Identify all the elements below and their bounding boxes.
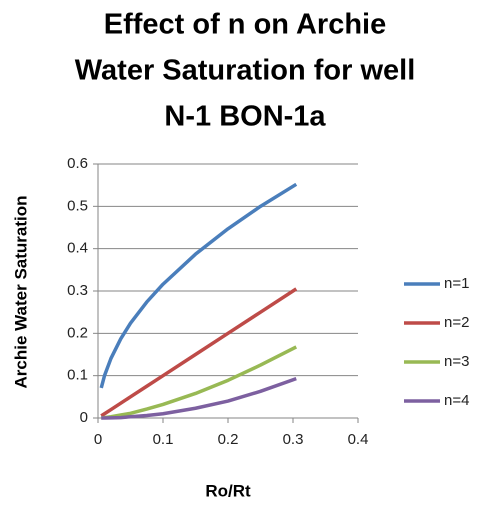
- y-tick-label: 0.5: [67, 197, 88, 214]
- y-tick-label: 0: [80, 409, 88, 426]
- x-tick-label: 0.3: [283, 431, 304, 448]
- chart-title: Effect of n on Archie: [104, 9, 387, 41]
- y-tick-label: 0.4: [67, 240, 88, 257]
- y-tick-label: 0.6: [67, 155, 88, 172]
- x-tick-label: 0: [94, 431, 102, 448]
- x-tick-label: 0.2: [218, 431, 239, 448]
- y-tick-label: 0.2: [67, 324, 88, 341]
- legend-label: n=1: [444, 275, 469, 292]
- x-tick-label: 0.4: [348, 431, 369, 448]
- y-tick-label: 0.1: [67, 367, 88, 384]
- x-tick-label: 0.1: [153, 431, 174, 448]
- legend-label: n=3: [444, 353, 469, 370]
- legend-label: n=4: [444, 392, 469, 409]
- y-axis-title: Archie Water Saturation: [11, 195, 30, 388]
- line: [100, 287, 298, 418]
- chart-title: N-1 BON-1a: [164, 101, 326, 133]
- legend-label: n=2: [444, 314, 469, 331]
- y-tick-label: 0.3: [67, 282, 88, 299]
- chart-title: Water Saturation for well: [75, 55, 416, 87]
- line: [101, 376, 297, 420]
- x-axis-title: Ro/Rt: [205, 481, 251, 500]
- line: [99, 182, 298, 389]
